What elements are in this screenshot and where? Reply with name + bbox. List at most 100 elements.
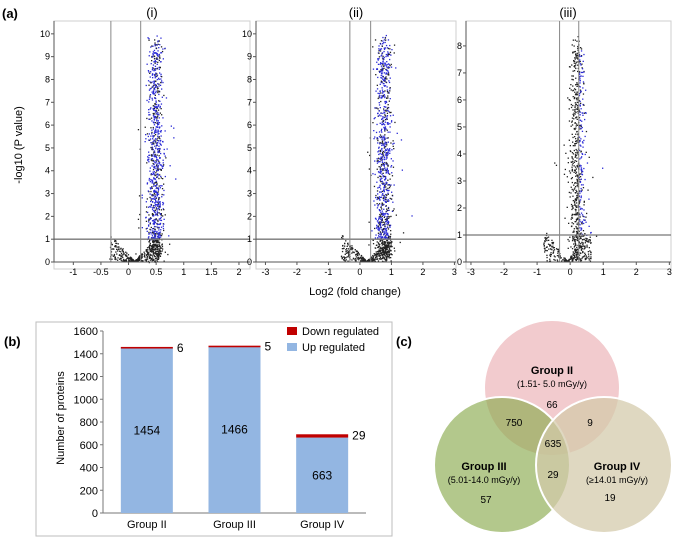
volcano-point <box>385 252 387 254</box>
volcano-point <box>388 251 390 253</box>
volcano-point <box>155 85 157 87</box>
volcano-point <box>158 163 160 165</box>
volcano-point <box>149 257 151 259</box>
volcano-point <box>387 66 390 68</box>
volcano-point <box>384 63 386 66</box>
volcano-point <box>159 187 161 189</box>
volcano-point <box>569 87 571 89</box>
volcano-point <box>385 250 387 252</box>
volcano-point <box>158 250 160 252</box>
volcano-point <box>149 239 151 241</box>
volcano-point <box>579 246 582 248</box>
volcano-point <box>154 122 156 124</box>
volcano-point <box>576 124 579 126</box>
volcano-point <box>158 229 160 231</box>
volcano-point <box>575 168 577 170</box>
volcano-point <box>347 255 350 257</box>
volcano-point <box>573 240 576 242</box>
volcano-point <box>156 63 158 65</box>
venn-group-ii-name: Group II <box>531 365 573 377</box>
volcano-point <box>154 255 156 258</box>
volcano-point <box>387 170 389 172</box>
volcano-point <box>392 140 394 142</box>
volcano-point <box>378 233 380 235</box>
volcano-point <box>577 55 579 57</box>
volcano-point <box>567 260 569 262</box>
volcano-point <box>576 85 578 87</box>
volcano-point <box>151 165 153 167</box>
volcano-point <box>384 241 387 243</box>
volcano-point <box>378 197 380 199</box>
volcano-point <box>380 188 382 190</box>
volcano-point <box>121 255 123 258</box>
volcano-point <box>581 63 583 65</box>
volcano-point <box>584 112 587 114</box>
volcano-point <box>576 140 578 142</box>
volcano-point <box>576 166 579 168</box>
volcano-point <box>383 109 385 112</box>
volcano-point <box>561 260 563 262</box>
volcano-point <box>116 242 118 245</box>
volcano-point <box>143 255 145 257</box>
volcano-point <box>149 108 151 110</box>
volcano-point <box>157 130 159 132</box>
volcano-point <box>154 219 156 221</box>
volcano-point <box>579 181 582 183</box>
volcano-point <box>153 167 155 169</box>
volcano-point <box>386 218 388 220</box>
volcano-point <box>151 81 153 83</box>
volcano-point <box>574 113 576 115</box>
volcano-point <box>148 111 150 114</box>
volcano-point <box>586 256 588 258</box>
volcano-point <box>570 218 572 220</box>
bar-legend: Down regulated Up regulated <box>287 326 379 354</box>
volcano-point <box>568 260 570 262</box>
volcano-point <box>579 259 581 261</box>
volcano-point <box>377 187 379 189</box>
volcano-point <box>163 189 165 192</box>
volcano-point <box>151 231 154 234</box>
volcano-point <box>578 124 580 127</box>
panel-label-b: (b) <box>4 334 21 349</box>
volcano-point <box>385 106 387 108</box>
volcano-point <box>157 200 159 202</box>
volcano-point <box>385 258 387 260</box>
volcano-point <box>581 220 583 223</box>
volcano-point <box>161 166 163 168</box>
volcano-point <box>390 166 392 168</box>
volcano-point <box>159 251 161 253</box>
volcano-point <box>578 190 581 192</box>
volcano-point <box>121 254 124 256</box>
volcano-point <box>586 244 588 246</box>
volcano-point <box>571 260 573 262</box>
volcano-point <box>154 134 157 136</box>
volcano-point <box>341 248 344 250</box>
volcano-point <box>167 253 169 256</box>
volcano-point <box>150 251 153 253</box>
volcano-point <box>154 162 156 164</box>
volcano-point <box>159 106 161 109</box>
volcano-point <box>159 248 161 250</box>
bar-down-value-label: 29 <box>352 428 366 442</box>
volcano-point <box>152 141 154 143</box>
volcano-point <box>574 122 576 124</box>
volcano-point <box>384 126 387 128</box>
volcano-point <box>569 258 572 260</box>
volcano-point <box>387 184 389 186</box>
volcano-point <box>124 259 126 261</box>
volcano-point <box>549 260 552 262</box>
volcano-point <box>378 48 380 50</box>
volcano-point <box>159 253 161 255</box>
volcano-point <box>163 94 165 97</box>
volcano-point <box>581 112 583 114</box>
volcano-x-tick-label: 0 <box>357 267 362 277</box>
volcano-point <box>153 118 155 120</box>
volcano-point <box>149 181 151 183</box>
volcano-point <box>156 161 158 163</box>
volcano-point <box>153 155 156 157</box>
volcano-point <box>140 253 143 256</box>
volcano-point <box>153 163 155 166</box>
volcano-point <box>149 88 151 90</box>
volcano-point <box>158 212 160 214</box>
volcano-x-tick-label: 2 <box>634 267 639 277</box>
